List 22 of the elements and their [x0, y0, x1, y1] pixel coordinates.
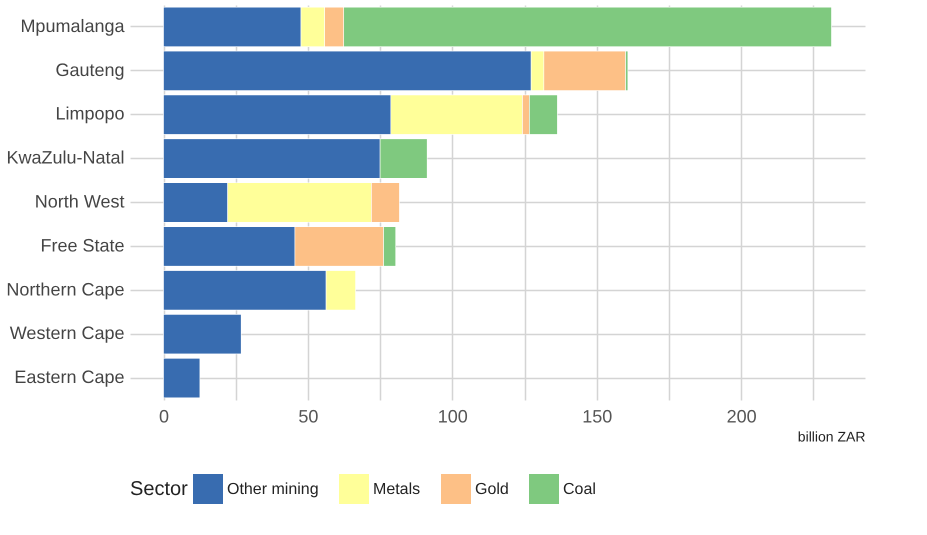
bar — [163, 314, 242, 354]
x-tick-label: 150 — [582, 406, 612, 426]
bar — [163, 358, 200, 398]
legend-label: Other mining — [227, 481, 319, 498]
x-tick-label: 100 — [438, 406, 468, 426]
x-tick-label: 0 — [158, 406, 170, 426]
y-tick-label: Mpumalanga — [20, 16, 126, 36]
legend-label: Metals — [373, 481, 420, 498]
x-tick-label: 50 — [298, 406, 318, 426]
legend-label: Gold — [475, 481, 509, 498]
x-tick-label: 200 — [726, 406, 757, 426]
y-tick-label: Gauteng — [55, 60, 124, 80]
legend-title: Sector — [130, 478, 188, 500]
y-tick-label: Free State — [40, 235, 124, 256]
y-tick-label: Northern Cape — [6, 279, 124, 300]
y-tick-label: Eastern Cape — [14, 367, 124, 388]
y-tick-label: Limpopo — [55, 104, 124, 124]
y-tick-label: KwaZulu-Natal — [6, 148, 124, 168]
legend-label: Coal — [563, 481, 596, 498]
y-tick-label: Western Cape — [10, 323, 124, 344]
x-axis-title: billion ZAR — [798, 428, 866, 444]
y-tick-label: North West — [34, 192, 124, 212]
